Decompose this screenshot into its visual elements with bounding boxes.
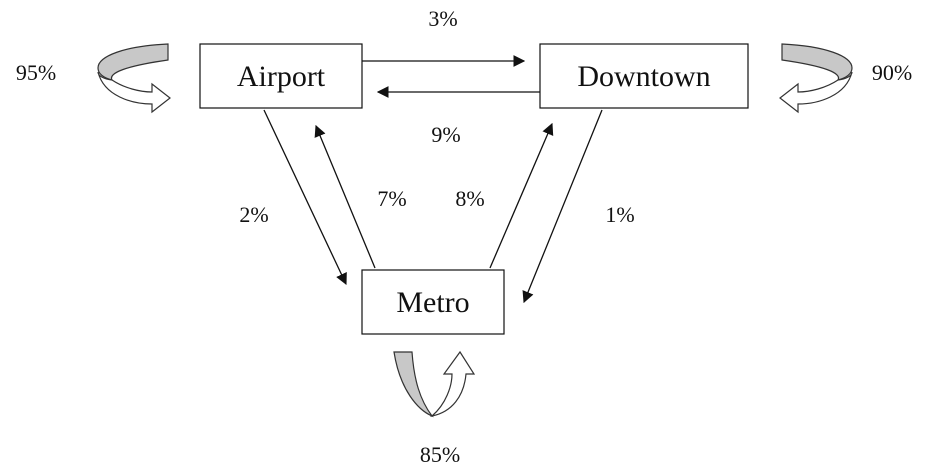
- label-airport-stay: 95%: [16, 60, 56, 85]
- self-loop-downtown: [779, 43, 853, 114]
- edge-airport-to-metro: [263, 109, 347, 286]
- self-loop-airport: [97, 43, 171, 114]
- edge-metro-to-airport: [314, 124, 376, 269]
- label-metro-to-airport: 7%: [377, 186, 406, 211]
- edge-metro-to-downtown: [489, 122, 554, 269]
- label-metro-stay: 85%: [420, 442, 460, 467]
- node-metro-label: Metro: [396, 286, 469, 319]
- edge-downtown-to-metro: [522, 109, 603, 304]
- label-airport-to-downtown: 3%: [428, 6, 457, 31]
- node-metro: Metro: [361, 269, 505, 335]
- label-airport-to-metro: 2%: [239, 202, 268, 227]
- node-downtown: Downtown: [539, 43, 749, 109]
- label-downtown-to-airport: 9%: [431, 122, 460, 147]
- label-downtown-stay: 90%: [872, 60, 912, 85]
- self-loop-metro: [393, 350, 476, 418]
- node-airport: Airport: [199, 43, 363, 109]
- node-airport-label: Airport: [237, 60, 326, 93]
- label-metro-to-downtown: 8%: [455, 186, 484, 211]
- label-downtown-to-metro: 1%: [605, 202, 634, 227]
- node-downtown-label: Downtown: [577, 60, 710, 93]
